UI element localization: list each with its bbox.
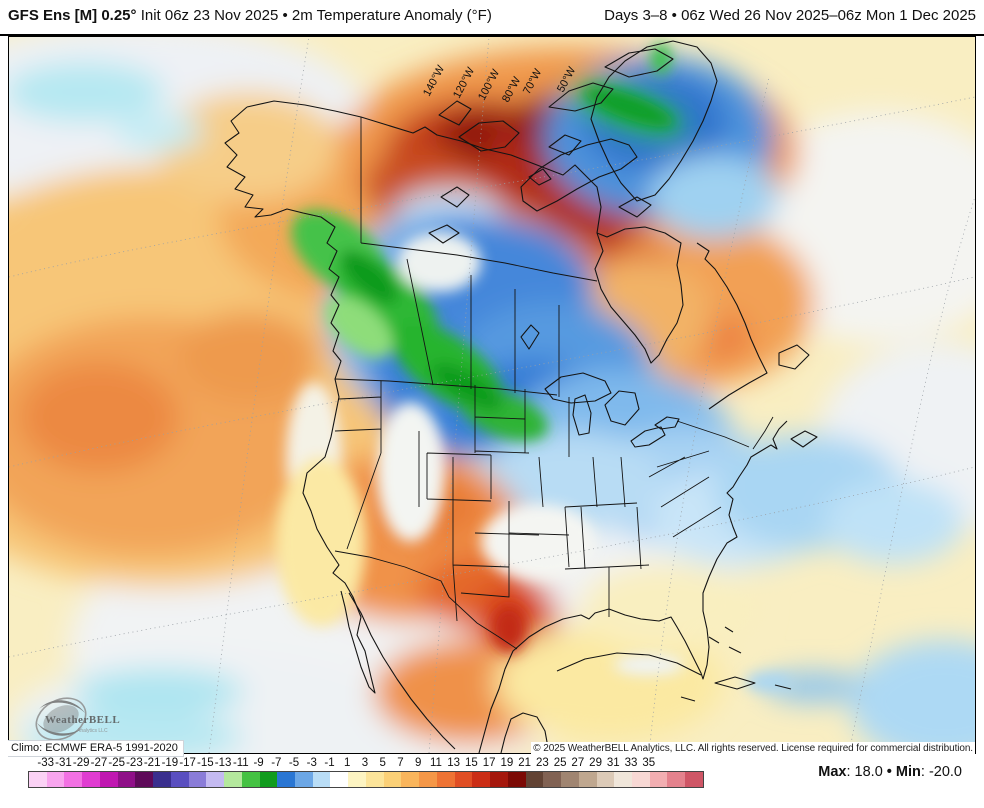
colorbar-tick-label: 25 — [553, 757, 567, 769]
anomaly-map: 140°W 120°W 100°W 80°W 70°W 50°W Weather… — [9, 37, 975, 753]
colorbar-tick-label: -23 — [126, 757, 143, 769]
max-label: Max — [818, 764, 847, 780]
colorbar-tick-label: -25 — [108, 757, 125, 769]
colorbar-tick-label: 33 — [624, 757, 638, 769]
colorbar-tick-label: -21 — [143, 757, 161, 769]
colorbar-tick-label: 35 — [642, 757, 656, 769]
colorbar-tick-label: 15 — [465, 757, 478, 769]
colorbar-segment — [543, 772, 562, 787]
copyright-label: © 2025 WeatherBELL Analytics, LLC. All r… — [531, 742, 975, 755]
colorbar-tick-label: 29 — [589, 757, 602, 769]
colorbar-segment — [631, 772, 650, 787]
logo-swirl-icon — [35, 697, 87, 741]
colorbar-tick-label: -29 — [72, 757, 90, 769]
colorbar-segment — [241, 772, 260, 787]
colorbar-segment — [365, 772, 384, 787]
colorbar-segment — [685, 772, 703, 787]
colorbar-segment — [295, 772, 313, 787]
colorbar-segment — [259, 772, 278, 787]
colorbar-segment — [188, 772, 207, 787]
model-title: GFS Ens [M] 0.25° Init 06z 23 Nov 2025 •… — [8, 7, 492, 24]
colorbar-segment — [401, 772, 420, 787]
colorbar-tick-label: -33 — [37, 757, 55, 769]
colorbar-segment — [596, 772, 615, 787]
colorbar-segment — [330, 772, 349, 787]
colorbar-segment — [29, 772, 47, 787]
valid-period: Days 3–8 • 06z Wed 26 Nov 2025–06z Mon 1… — [604, 7, 976, 24]
logo-text: WeatherBELL — [45, 714, 120, 726]
map-canvas: 140°W 120°W 100°W 80°W 70°W 50°W Weather… — [8, 36, 976, 754]
colorbar-segment — [436, 772, 455, 787]
colorbar-tick-label: 27 — [571, 757, 585, 769]
colorbar-tick-label: -11 — [232, 757, 249, 769]
colorbar-segment — [419, 772, 437, 787]
max-value: : 18.0 — [846, 764, 883, 780]
min-value: : -20.0 — [920, 764, 962, 780]
colorbar-ticks: -33 -31 -29 -27 -25 -23 -21 -19 -17 -15 -13 -11 -9 -7… — [28, 757, 702, 769]
colorbar-segment — [525, 772, 544, 787]
colorbar-tick-label: 9 — [415, 757, 422, 769]
colorbar-tick-label: -19 — [161, 757, 179, 769]
colorbar-segment — [135, 772, 154, 787]
colorbar-tick-label: 21 — [518, 757, 532, 769]
title-bar: GFS Ens [M] 0.25° Init 06z 23 Nov 2025 •… — [0, 0, 984, 36]
colorbar-segment — [224, 772, 242, 787]
colorbar-segment — [153, 772, 171, 787]
colorbar-segment — [117, 772, 136, 787]
colorbar-tick-label: -1 — [324, 757, 335, 769]
colorbar-segment — [46, 772, 65, 787]
colorbar-tick-label: 13 — [447, 757, 461, 769]
borders — [334, 117, 774, 650]
colorbar-tick-label: -27 — [90, 757, 108, 769]
colorbar-tick-label: 7 — [397, 757, 404, 769]
colorbar-segment — [490, 772, 508, 787]
colorbar-segment — [64, 772, 83, 787]
colorbar-segment — [454, 772, 473, 787]
model-init-info: Init 06z 23 Nov 2025 • 2m Temperature An… — [136, 7, 492, 24]
model-name: GFS Ens [M] 0.25° — [8, 7, 137, 24]
colorbar-segment — [277, 772, 296, 787]
colorbar-tick-label: 1 — [344, 757, 351, 769]
climo-label: Climo: ECMWF ERA-5 1991-2020 — [8, 740, 184, 757]
coastlines — [224, 40, 818, 753]
colorbar-segment — [312, 772, 331, 787]
colorbar-tick-label: 3 — [361, 757, 369, 769]
colorbar-segment — [472, 772, 491, 787]
colorbar-segment — [507, 772, 526, 787]
colorbar-segment — [206, 772, 225, 787]
colorbar-tick-label: -5 — [288, 757, 300, 769]
colorbar-tick-label: 17 — [482, 757, 496, 769]
colorbar-tick-label: -15 — [197, 757, 214, 769]
colorbar-segment — [578, 772, 597, 787]
stats-bullet: • — [882, 764, 896, 780]
colorbar-segment — [348, 772, 366, 787]
colorbar-segment — [170, 772, 189, 787]
colorbar-segment — [82, 772, 100, 787]
colorbar-segment — [614, 772, 632, 787]
min-label: Min — [895, 764, 921, 780]
graticule — [9, 37, 975, 753]
colorbar-tick-label: 19 — [500, 757, 514, 769]
weatherbell-logo: WeatherBELL Analytics LLC — [35, 697, 120, 741]
colorbar-tick-label: -31 — [55, 757, 72, 769]
colorbar-segment — [667, 772, 686, 787]
colorbar-segment — [383, 772, 402, 787]
colorbar-tick-label: -3 — [306, 757, 317, 769]
colorbar-tick-label: -7 — [271, 757, 282, 769]
colorbar-tick-label: 11 — [429, 757, 442, 769]
logo-subtext: Analytics LLC — [77, 728, 108, 734]
colorbar-segment — [649, 772, 668, 787]
colorbar-tick-label: 23 — [535, 757, 549, 769]
colorbar-tick-label: 5 — [379, 757, 386, 769]
colorbar — [28, 771, 704, 788]
colorbar-tick-label: 31 — [606, 757, 620, 769]
colorbar-tick-label: -9 — [253, 757, 264, 769]
colorbar-tick-label: -13 — [214, 757, 232, 769]
colorbar-tick-label: -17 — [179, 757, 196, 769]
anomaly-core-layer — [276, 43, 793, 692]
max-min-stats: Max: 18.0 • Min: -20.0 — [818, 764, 962, 780]
colorbar-segment — [99, 772, 118, 787]
colorbar-segment — [561, 772, 579, 787]
